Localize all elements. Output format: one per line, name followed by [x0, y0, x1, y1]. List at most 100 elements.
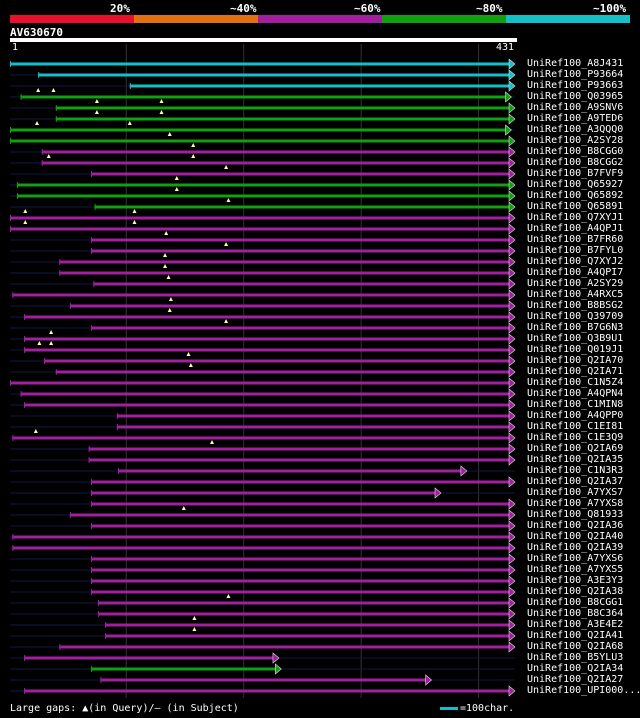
- hit-label[interactable]: UniRef100_Q2IA40: [527, 531, 624, 542]
- hit-label[interactable]: UniRef100_A7YXS7: [527, 487, 624, 498]
- hit-label[interactable]: UniRef100_Q2IA71: [527, 366, 624, 377]
- query-gap-marker: [51, 88, 56, 92]
- hit-label[interactable]: UniRef100_A7YXS6: [527, 553, 624, 564]
- hit-arrowhead: [508, 344, 516, 356]
- hit-start-tick: [12, 435, 14, 441]
- hit-arrowhead: [508, 113, 516, 125]
- hit-label[interactable]: UniRef100_B8C364: [527, 608, 624, 619]
- hit-row: [10, 564, 516, 576]
- legend-label-60: ~60%: [354, 2, 381, 15]
- hit-label[interactable]: UniRef100_P93663: [527, 80, 624, 91]
- hit-label[interactable]: UniRef100_A4QPJ1: [527, 223, 624, 234]
- hit-start-tick: [10, 127, 11, 133]
- hit-row: [10, 616, 516, 631]
- hit-label[interactable]: UniRef100_Q81933: [527, 509, 624, 520]
- hit-label[interactable]: UniRef100_Q2IA34: [527, 663, 624, 674]
- hit-arrowhead: [508, 608, 516, 620]
- query-gap-marker: [35, 121, 40, 125]
- hit-label[interactable]: UniRef100_A2SY28: [527, 135, 624, 146]
- hit-label[interactable]: UniRef100_A4QPI7: [527, 267, 624, 278]
- hit-label[interactable]: UniRef100_Q2IA38: [527, 586, 624, 597]
- query-gap-marker: [224, 165, 229, 169]
- hit-label[interactable]: UniRef100_B8BSG2: [527, 300, 624, 311]
- hit-label[interactable]: UniRef100_A9SNV6: [527, 102, 624, 113]
- hit-label[interactable]: UniRef100_B8CGG2: [527, 157, 624, 168]
- hit-bar: [55, 117, 509, 121]
- query-gap-marker: [127, 121, 132, 125]
- hit-arrowhead: [508, 685, 516, 697]
- hit-arrowhead: [460, 465, 468, 477]
- hit-label[interactable]: UniRef100_Q2IA35: [527, 454, 624, 465]
- hit-label[interactable]: UniRef100_B7FVF9: [527, 168, 624, 179]
- hit-row: [10, 663, 515, 675]
- hit-label[interactable]: UniRef100_C1E3Q9: [527, 432, 624, 443]
- query-gap-marker: [33, 429, 38, 433]
- hit-label[interactable]: UniRef100_B7FR60: [527, 234, 624, 245]
- hit-label[interactable]: UniRef100_Q2IA27: [527, 674, 624, 685]
- hit-label[interactable]: UniRef100_A3E4E2: [527, 619, 624, 630]
- hit-label[interactable]: UniRef100_Q3B9U1: [527, 333, 624, 344]
- hit-start-tick: [91, 556, 93, 562]
- legend-swatch-60: [258, 15, 382, 23]
- hit-arrowhead: [508, 542, 516, 554]
- hit-bar: [10, 227, 509, 231]
- hit-label[interactable]: UniRef100_C1N3R3: [527, 465, 624, 476]
- hit-label[interactable]: UniRef100_Q2IA69: [527, 443, 624, 454]
- hit-label[interactable]: UniRef100_B8CGG0: [527, 146, 624, 157]
- hit-arrowhead: [508, 476, 516, 488]
- hit-label[interactable]: UniRef100_C1MIN8: [527, 399, 624, 410]
- hit-label[interactable]: UniRef100_B7G6N3: [527, 322, 624, 333]
- hit-label[interactable]: UniRef100_A4QPP0: [527, 410, 624, 421]
- query-gap-marker: [23, 209, 28, 213]
- hit-bar: [91, 238, 509, 242]
- hit-row: [10, 297, 516, 312]
- hit-start-tick: [24, 402, 26, 408]
- hit-label[interactable]: UniRef100_Q2IA36: [527, 520, 624, 531]
- hit-label[interactable]: UniRef100_Q39709: [527, 311, 624, 322]
- hit-start-tick: [91, 578, 93, 584]
- hit-row: [10, 465, 515, 477]
- hit-label[interactable]: UniRef100_Q03965: [527, 91, 624, 102]
- hit-label[interactable]: UniRef100_Q7XYJ1: [527, 212, 624, 223]
- hit-label[interactable]: UniRef100_Q2IA68: [527, 641, 624, 652]
- hit-arrowhead: [508, 58, 516, 70]
- hit-arrowhead: [508, 377, 516, 389]
- hit-label[interactable]: UniRef100_Q65927: [527, 179, 624, 190]
- hit-label[interactable]: UniRef100_C1N5Z4: [527, 377, 624, 388]
- hit-label[interactable]: UniRef100_A3QQQ0: [527, 124, 624, 135]
- hit-label[interactable]: UniRef100_Q2IA41: [527, 630, 624, 641]
- query-gap-marker: [226, 198, 231, 202]
- hit-label[interactable]: UniRef100_A9TED6: [527, 113, 624, 124]
- hit-label[interactable]: UniRef100_A7YXS5: [527, 564, 624, 575]
- hit-label[interactable]: UniRef100_A4QPN4: [527, 388, 624, 399]
- hit-label[interactable]: UniRef100_Q65892: [527, 190, 624, 201]
- hit-start-tick: [24, 655, 26, 661]
- hit-label[interactable]: UniRef100_Q019J1: [527, 344, 624, 355]
- hit-label[interactable]: UniRef100_P93664: [527, 69, 624, 80]
- hit-label[interactable]: UniRef100_Q7XYJ2: [527, 256, 624, 267]
- hit-label[interactable]: UniRef100_A3E3Y3: [527, 575, 624, 586]
- hit-row: [10, 58, 516, 70]
- hit-start-tick: [91, 479, 93, 485]
- hit-label[interactable]: UniRef100_C1EI81: [527, 421, 624, 432]
- hit-label[interactable]: UniRef100_B7FYL0: [527, 245, 624, 256]
- hit-label[interactable]: UniRef100_Q2IA37: [527, 476, 624, 487]
- hit-start-tick: [17, 193, 19, 199]
- hit-start-tick: [20, 94, 22, 100]
- hit-label[interactable]: UniRef100_A7YXS8: [527, 498, 624, 509]
- hit-label[interactable]: UniRef100_UPI000...: [527, 685, 640, 696]
- hit-label[interactable]: UniRef100_A4RXC5: [527, 289, 624, 300]
- hit-label[interactable]: UniRef100_B5YLU3: [527, 652, 624, 663]
- hit-label[interactable]: UniRef100_Q2IA39: [527, 542, 624, 553]
- hit-bar: [24, 348, 510, 352]
- hit-start-tick: [91, 171, 93, 177]
- scale-text: =100char.: [460, 703, 515, 714]
- hit-label[interactable]: UniRef100_A8J431: [527, 58, 624, 69]
- hit-label[interactable]: UniRef100_B8CGG1: [527, 597, 624, 608]
- hit-row: [10, 487, 515, 499]
- hit-label[interactable]: UniRef100_Q2IA70: [527, 355, 624, 366]
- hit-label[interactable]: UniRef100_A2SY29: [527, 278, 624, 289]
- hit-row: [10, 594, 516, 609]
- hit-arrowhead: [434, 487, 442, 499]
- hit-label[interactable]: UniRef100_Q65891: [527, 201, 624, 212]
